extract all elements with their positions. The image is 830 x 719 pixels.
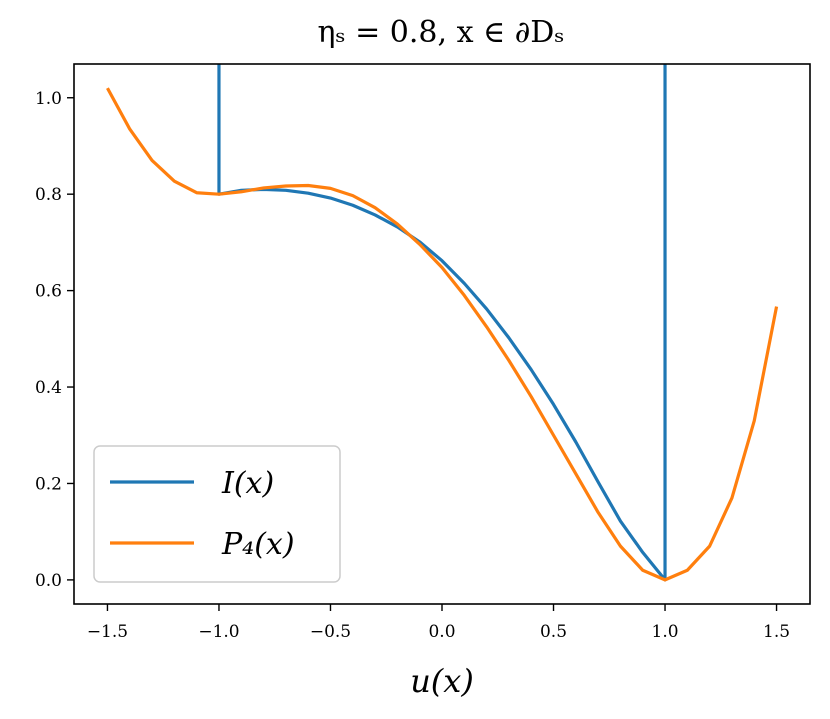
legend-label-p4: P₄(x) (221, 527, 295, 562)
x-tick-label: −0.5 (310, 622, 351, 642)
x-tick-label: −1.5 (87, 622, 128, 642)
y-tick-label: 1.0 (35, 89, 62, 109)
chart-title: ηₛ = 0.8, x ∈ ∂Dₛ (318, 15, 565, 50)
y-tick-label: 0.8 (35, 185, 62, 205)
x-tick-label: 0.0 (428, 622, 455, 642)
y-tick-label: 0.6 (35, 282, 62, 302)
y-tick-label: 0.2 (35, 474, 62, 494)
x-tick-label: −1.0 (198, 622, 239, 642)
legend-label-i: I(x) (221, 466, 274, 501)
y-axis-ticks: 0.0 0.2 0.4 0.6 0.8 1.0 (35, 89, 74, 591)
legend: I(x) P₄(x) (93, 445, 341, 583)
series-line-0 (217, 64, 667, 582)
series-layer (106, 64, 779, 582)
legend-box (93, 445, 341, 583)
x-tick-label: 1.5 (763, 622, 790, 642)
y-tick-label: 0.0 (35, 571, 62, 591)
y-tick-label: 0.4 (35, 378, 62, 398)
x-tick-label: 1.0 (652, 622, 679, 642)
series-line-1 (106, 87, 779, 582)
x-axis-label: u(x) (410, 662, 474, 700)
x-tick-label: 0.5 (540, 622, 567, 642)
x-axis-ticks: −1.5 −1.0 −0.5 0.0 0.5 1.0 1.5 (87, 604, 790, 642)
